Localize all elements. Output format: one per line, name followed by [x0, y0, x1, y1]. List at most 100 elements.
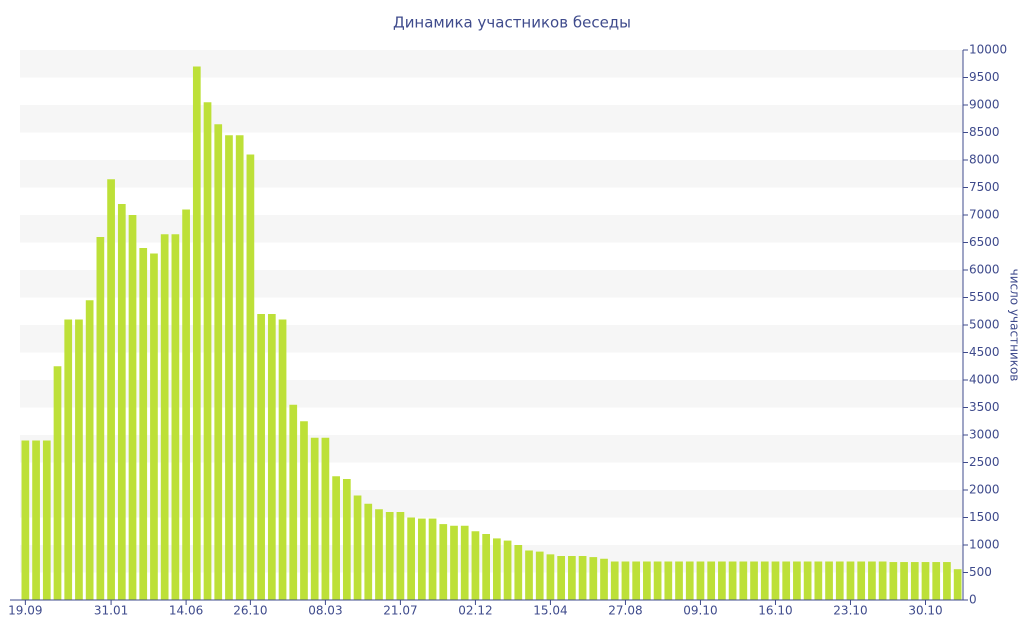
- bar: [450, 525, 458, 600]
- x-tick-label: 30.10: [908, 604, 942, 618]
- bar: [857, 561, 866, 600]
- bar: [600, 558, 608, 600]
- bar: [889, 562, 898, 600]
- grid-band: [20, 160, 963, 188]
- bar: [139, 248, 148, 600]
- bar: [482, 534, 490, 600]
- bar: [878, 561, 887, 600]
- y-tick-label: 3000: [969, 428, 1000, 442]
- bar: [375, 509, 383, 600]
- y-tick-label: 1000: [969, 538, 1000, 552]
- bar: [632, 561, 641, 600]
- bar: [653, 561, 662, 600]
- bar: [503, 540, 512, 600]
- bar: [321, 437, 330, 600]
- bar: [868, 561, 876, 600]
- bar: [846, 561, 855, 600]
- bar: [578, 556, 587, 600]
- bar: [900, 562, 908, 600]
- bar: [782, 561, 791, 600]
- bar: [53, 366, 62, 600]
- bar: [160, 234, 169, 600]
- bar: [803, 561, 812, 600]
- bar: [150, 253, 158, 600]
- bar: [332, 476, 340, 600]
- y-tick-label: 10000: [969, 43, 1007, 57]
- bar: [428, 518, 437, 600]
- y-tick-label: 2000: [969, 483, 1000, 497]
- bar: [21, 440, 30, 600]
- bar: [417, 518, 426, 600]
- bar: [814, 561, 823, 600]
- bar: [943, 562, 951, 600]
- bar: [707, 561, 716, 600]
- bar: [235, 135, 244, 600]
- bar: [557, 556, 566, 600]
- bar: [675, 561, 683, 600]
- y-tick-label: 8000: [969, 153, 1000, 167]
- y-tick-label: 6000: [969, 263, 1000, 277]
- bar: [610, 561, 619, 600]
- bar: [568, 556, 576, 600]
- bar: [460, 525, 469, 600]
- bar: [718, 561, 726, 600]
- bar: [342, 479, 351, 600]
- grid-band: [20, 50, 963, 78]
- bar: [739, 561, 748, 600]
- bar: [664, 561, 673, 600]
- x-tick-label: 14.06: [169, 604, 203, 618]
- bar: [225, 135, 233, 600]
- bar: [493, 538, 501, 600]
- bar: [835, 561, 844, 600]
- x-tick-label: 02.12: [458, 604, 492, 618]
- bar: [385, 512, 394, 600]
- bar: [546, 554, 555, 600]
- x-tick-label: 31.01: [94, 604, 128, 618]
- bar: [300, 421, 308, 600]
- y-tick-label: 4500: [969, 345, 1000, 359]
- bar: [85, 300, 94, 600]
- chart-title: Динамика участников беседы: [393, 14, 631, 32]
- bar: [471, 531, 480, 600]
- bar: [825, 561, 833, 600]
- bar: [643, 561, 651, 600]
- bar: [439, 524, 448, 600]
- bar: [953, 569, 962, 600]
- bar: [171, 234, 180, 600]
- bar: [192, 66, 201, 600]
- y-tick-label: 1500: [969, 510, 1000, 524]
- x-tick-label: 27.08: [608, 604, 642, 618]
- x-tick-label: 16.10: [758, 604, 792, 618]
- y-axis-title: число участников: [1008, 269, 1022, 382]
- bar: [760, 561, 769, 600]
- bar: [203, 102, 212, 600]
- y-tick-label: 9500: [969, 70, 1000, 84]
- y-tick-label: 3500: [969, 400, 1000, 414]
- bar: [750, 561, 758, 600]
- bar: [32, 440, 40, 600]
- bar: [396, 512, 405, 600]
- bar: [910, 562, 919, 600]
- x-tick-label: 21.07: [383, 604, 417, 618]
- x-tick-label: 08.03: [308, 604, 342, 618]
- y-tick-label: 5500: [969, 290, 1000, 304]
- y-tick-label: 4000: [969, 373, 1000, 387]
- bar: [107, 179, 115, 600]
- bar: [246, 154, 255, 600]
- bar: [64, 319, 73, 600]
- bar: [289, 404, 298, 600]
- y-tick-label: 7500: [969, 180, 1000, 194]
- bar: [793, 561, 801, 600]
- x-tick-label: 09.10: [683, 604, 717, 618]
- bar: [96, 237, 105, 600]
- x-tick-label: 23.10: [833, 604, 867, 618]
- bar: [182, 209, 190, 600]
- bar: [75, 319, 83, 600]
- bar: [267, 314, 276, 600]
- bar: [589, 557, 598, 600]
- y-tick-label: 0: [969, 593, 977, 607]
- y-tick-label: 7000: [969, 208, 1000, 222]
- bar: [621, 561, 630, 600]
- x-tick-label: 15.04: [533, 604, 567, 618]
- y-tick-label: 8500: [969, 125, 1000, 139]
